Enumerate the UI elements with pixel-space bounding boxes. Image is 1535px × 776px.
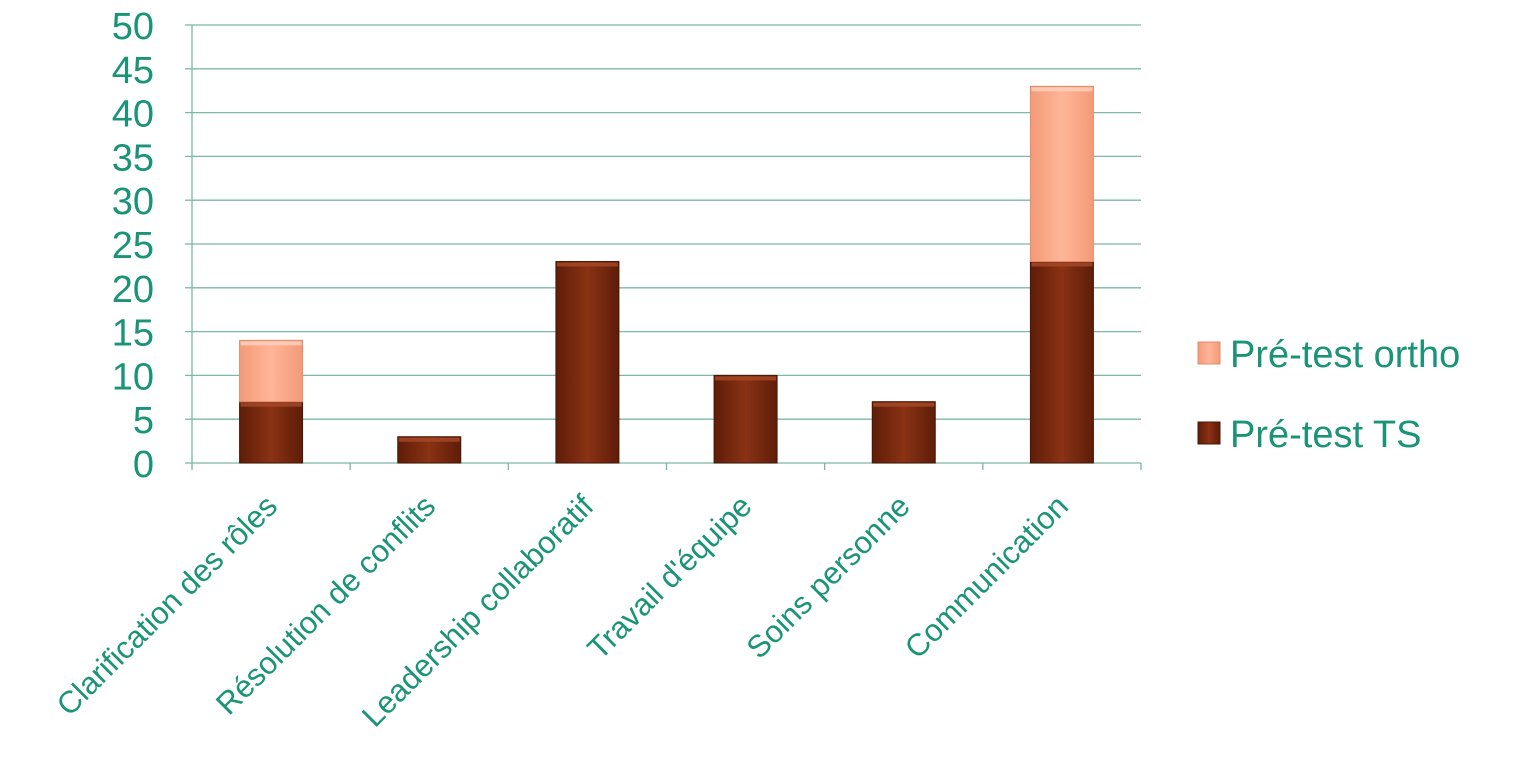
y-tick-label: 30 [112, 181, 154, 223]
legend-swatch [1197, 341, 1221, 365]
bar-segment [871, 401, 936, 464]
bar-bevel [715, 376, 777, 381]
bar-bevel [240, 402, 302, 407]
x-category-label: Soins personne [740, 488, 917, 665]
x-category-label: Communication [898, 488, 1075, 665]
bar-segment [239, 401, 304, 464]
x-category-label: Travail d'équipe [581, 488, 759, 666]
y-tick-label: 5 [133, 400, 154, 442]
y-tick-label: 50 [112, 6, 154, 48]
y-tick-label: 45 [112, 50, 154, 92]
y-tick-label: 25 [112, 225, 154, 267]
y-tick-label: 10 [112, 356, 154, 398]
bar-segment [713, 374, 778, 464]
y-tick-label: 20 [112, 269, 154, 311]
y-tick-label: 40 [112, 94, 154, 136]
bar-segment [555, 261, 620, 464]
bar-segment [1029, 85, 1094, 263]
legend: Pré-test ortho Pré-test TS [1197, 334, 1460, 456]
bars [239, 85, 1094, 464]
bar-segment [239, 339, 304, 403]
y-tick-label: 15 [112, 313, 154, 355]
y-tick-label: 0 [133, 444, 154, 486]
gridlines [192, 24, 1141, 420]
legend-label: Pré-test TS [1230, 414, 1421, 456]
bar-bevel [1031, 262, 1093, 267]
legend-label: Pré-test ortho [1230, 334, 1460, 376]
bar-bevel [873, 402, 935, 407]
axes [185, 24, 1142, 470]
bar-segment [1029, 261, 1094, 464]
bar-bevel [1031, 87, 1093, 92]
bar-bevel [398, 437, 460, 442]
legend-swatch [1197, 421, 1221, 445]
bar-bevel [556, 262, 618, 267]
bar-bevel [240, 341, 302, 346]
y-tick-label: 35 [112, 137, 154, 179]
